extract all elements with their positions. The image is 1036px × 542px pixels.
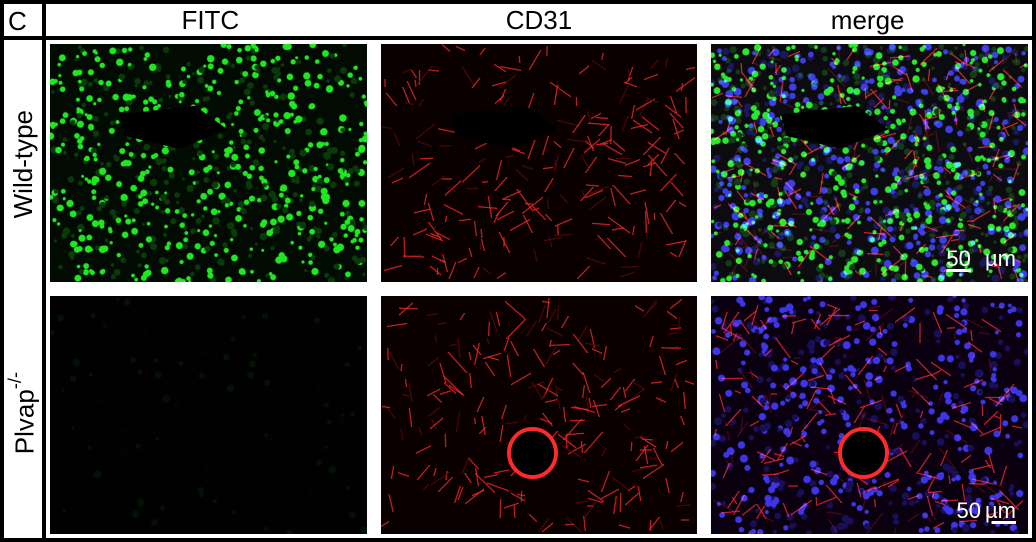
figure-panel-c: C FITC CD31 merge Wild-type Plvap-/- 50 … xyxy=(0,0,1036,542)
column-headers: FITC CD31 merge xyxy=(46,4,1032,40)
col-header-merge: merge xyxy=(703,4,1032,36)
micrograph-r1-c2: 50µm xyxy=(711,296,1028,534)
row-label-wildtype: Wild-type xyxy=(4,40,42,289)
micrograph-grid: 50 µm 50µm xyxy=(50,44,1028,534)
micrograph-r0-c1 xyxy=(381,44,698,282)
panel-letter: C xyxy=(4,4,46,40)
row-label-plvap-ko: Plvap-/- xyxy=(4,289,42,538)
row-labels: Wild-type Plvap-/- xyxy=(4,40,46,538)
micrograph-r1-c0 xyxy=(50,296,367,534)
vessel-lumen xyxy=(838,427,889,479)
scale-bar: 50 µm xyxy=(946,246,1016,272)
micrograph-r1-c1 xyxy=(381,296,698,534)
vessel-lumen xyxy=(507,427,558,479)
col-header-cd31: CD31 xyxy=(375,4,704,36)
scale-bar: 50µm xyxy=(956,498,1016,524)
micrograph-r0-c2: 50 µm xyxy=(711,44,1028,282)
panel-letter-text: C xyxy=(8,6,27,37)
col-header-fitc: FITC xyxy=(46,4,375,36)
micrograph-r0-c0 xyxy=(50,44,367,282)
